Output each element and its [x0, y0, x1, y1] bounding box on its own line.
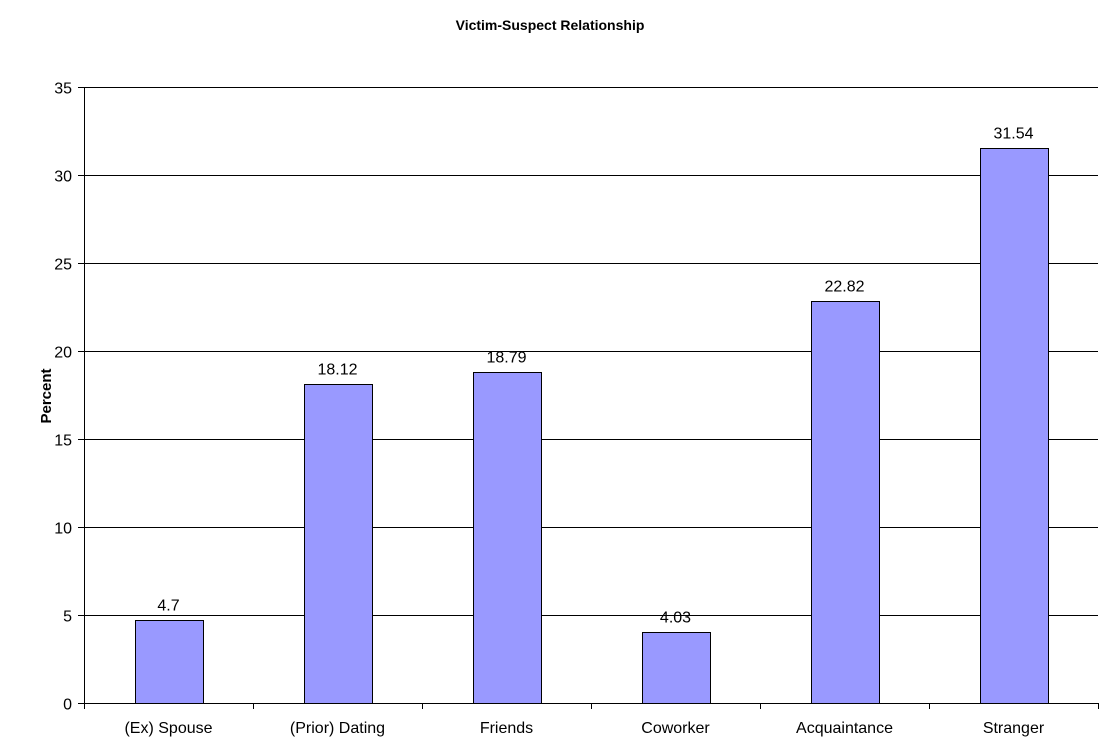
axes: [78, 87, 1099, 709]
x-tick-label: Stranger: [983, 720, 1045, 737]
gridlines: [84, 87, 1098, 616]
y-tick-label: 25: [54, 257, 72, 274]
bar-acquaintance: [811, 301, 880, 704]
bar-friends: [473, 372, 542, 704]
y-tick-label: 0: [63, 697, 72, 714]
bar-ex-spouse: [135, 620, 204, 704]
bar-stranger: [980, 148, 1049, 704]
data-label: 22.82: [824, 279, 864, 296]
data-label: 18.12: [317, 362, 357, 379]
y-axis-label: Percent: [38, 368, 55, 423]
data-label: 4.03: [660, 610, 691, 627]
y-tick-label: 30: [54, 169, 72, 186]
y-tick-label: 10: [54, 521, 72, 538]
x-tick-label: Acquaintance: [796, 720, 893, 737]
y-tick-label: 15: [54, 433, 72, 450]
y-tick-label: 35: [54, 81, 72, 98]
bar-prior-dating: [304, 384, 373, 704]
data-label: 18.79: [486, 350, 526, 367]
x-tick-label: (Prior) Dating: [290, 720, 385, 737]
y-tick-label: 5: [63, 609, 72, 626]
x-tick-label: Friends: [480, 720, 533, 737]
x-tick-label: (Ex) Spouse: [124, 720, 212, 737]
bar-coworker: [642, 632, 711, 704]
data-label: 4.7: [157, 598, 179, 615]
labels: 0 5 10 15 20 25 30 35 4.7 (Ex) Spouse 18.12 (Prior)…: [54, 81, 1045, 738]
chart-title: Victim-Suspect Relationship: [456, 17, 645, 33]
bars: [135, 148, 1049, 704]
y-tick-label: 20: [54, 345, 72, 362]
x-tick-label: Coworker: [641, 720, 710, 737]
data-label: 31.54: [993, 126, 1033, 143]
